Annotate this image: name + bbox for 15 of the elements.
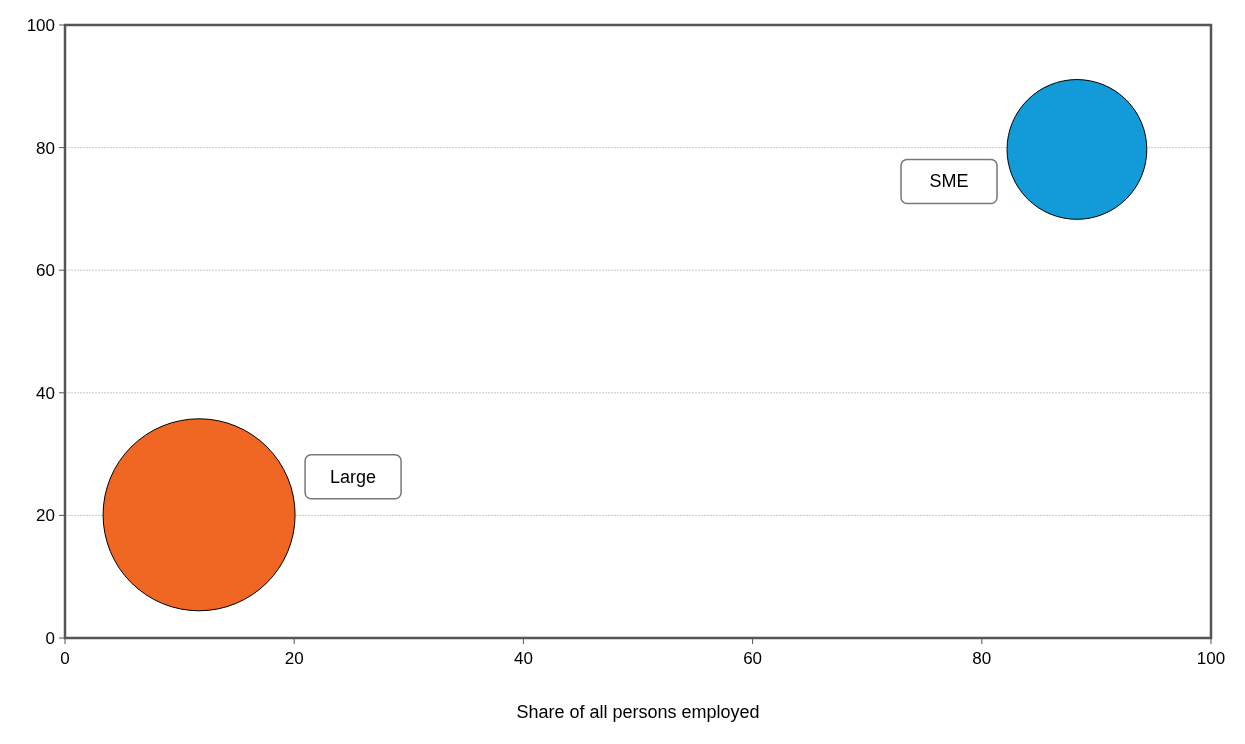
y-tick-label: 0 [45,629,55,648]
y-tick-label: 40 [36,383,55,403]
x-tick-label: 80 [972,649,992,668]
y-tick-label: 20 [36,506,55,526]
x-tick-label: 40 [513,649,533,668]
x-tick-label: 100 [1196,649,1226,668]
x-tick-label: 0 [60,649,70,668]
x-tick-label: 20 [284,649,304,668]
x-tick-label: 60 [743,649,763,668]
text: Large [330,466,377,487]
y-tick-label: 60 [36,261,55,281]
y-tick-label: 80 [36,138,55,158]
x-axis-title: Share of all persons employed [516,702,760,722]
y-tick-label: 100 [26,16,55,35]
text: SME [929,171,969,192]
